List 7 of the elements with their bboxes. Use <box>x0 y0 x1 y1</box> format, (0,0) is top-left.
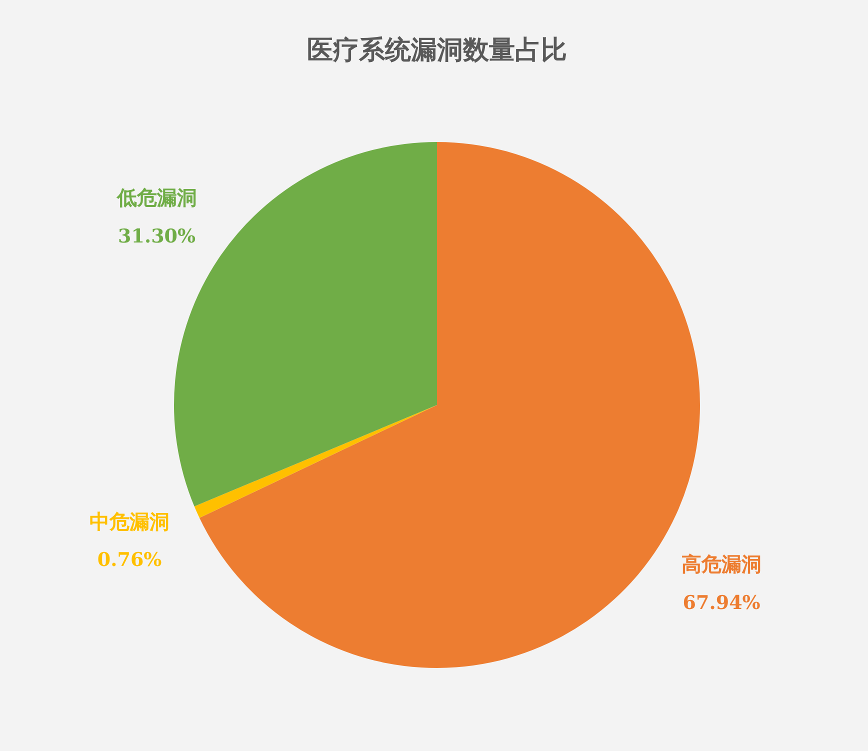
slice-label: 中危漏洞 <box>90 509 170 534</box>
chart-title: 医疗系统漏洞数量占比 <box>307 35 567 66</box>
data-label: 67.94% <box>682 592 760 614</box>
data-label: 0.76% <box>97 549 162 572</box>
data-label: 31.30% <box>118 225 196 248</box>
slice-label: 高危漏洞 <box>682 552 762 576</box>
slice-label: 低危漏洞 <box>116 186 197 210</box>
